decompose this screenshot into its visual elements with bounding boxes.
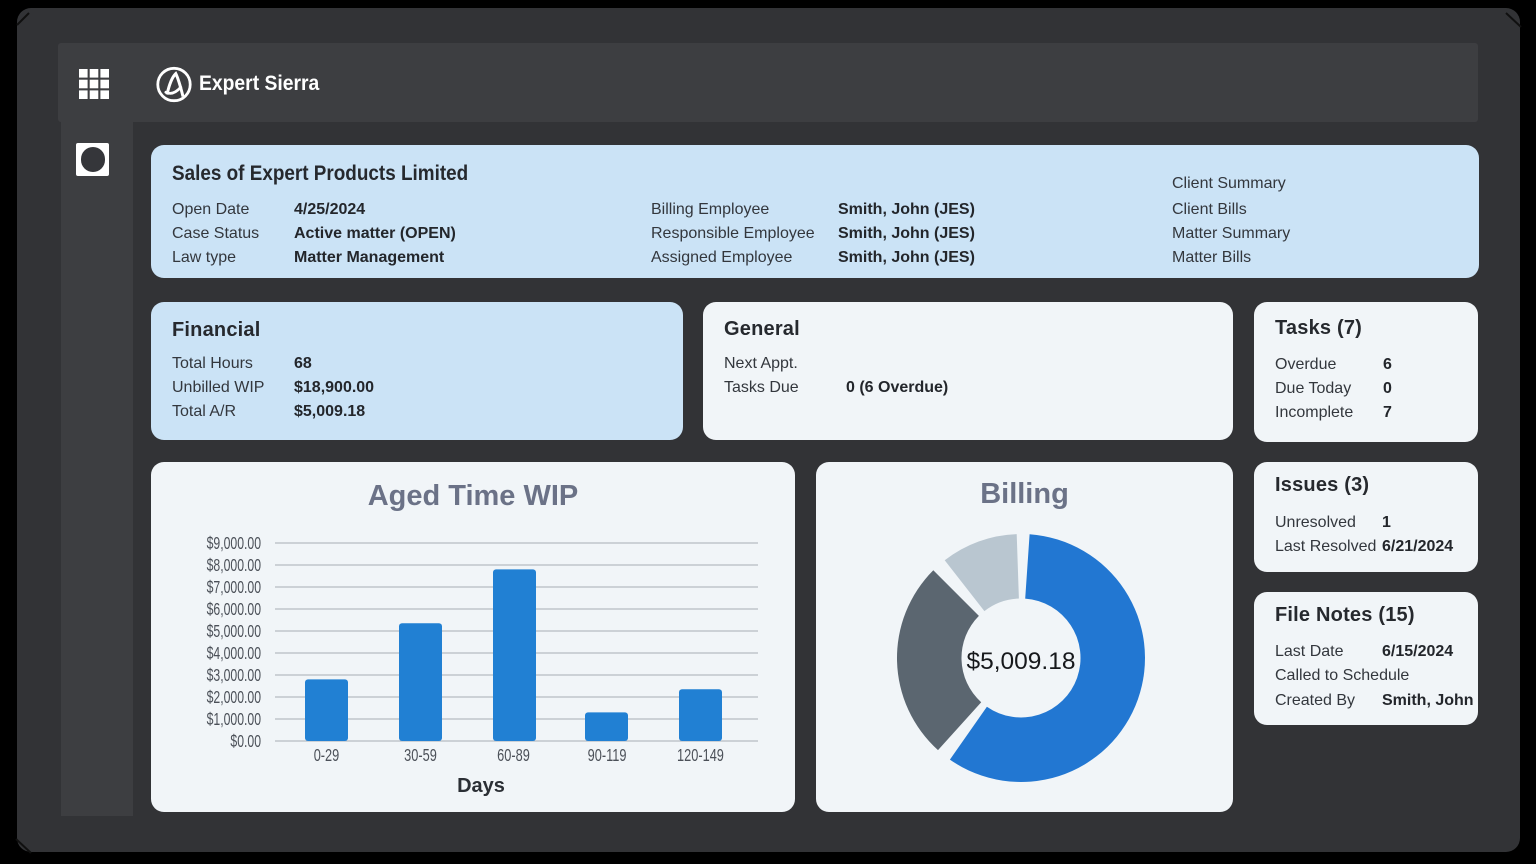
svg-text:$0.00: $0.00 (230, 732, 261, 752)
svg-text:$1,000.00: $1,000.00 (207, 710, 261, 730)
svg-text:120-149: 120-149 (677, 746, 724, 765)
svg-text:30-59: 30-59 (404, 746, 437, 765)
svg-text:$3,000.00: $3,000.00 (207, 666, 261, 686)
svg-text:$6,000.00: $6,000.00 (207, 600, 261, 620)
svg-text:$8,000.00: $8,000.00 (207, 556, 261, 576)
svg-text:$4,000.00: $4,000.00 (207, 644, 261, 664)
svg-text:60-89: 60-89 (497, 746, 530, 765)
svg-text:$5,009.18: $5,009.18 (967, 648, 1076, 675)
svg-text:90-119: 90-119 (588, 746, 627, 765)
svg-text:$5,000.00: $5,000.00 (207, 622, 261, 642)
svg-text:Days: Days (457, 775, 505, 797)
svg-text:$9,000.00: $9,000.00 (207, 534, 261, 554)
svg-text:0-29: 0-29 (314, 746, 340, 765)
svg-text:$2,000.00: $2,000.00 (207, 688, 261, 708)
svg-text:$7,000.00: $7,000.00 (207, 578, 261, 598)
